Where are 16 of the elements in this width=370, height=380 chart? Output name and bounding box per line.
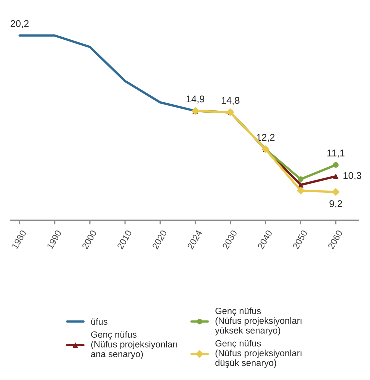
point <box>332 188 340 196</box>
data-label: 20,2 <box>10 20 29 28</box>
point <box>298 176 304 182</box>
data-label: 10,3 <box>344 172 362 180</box>
data-label: 11,1 <box>328 150 345 158</box>
legend-label: Genç nüfus (Nüfus projeksiyonları yüksek senaryo) <box>215 308 302 336</box>
data-label: 14,8 <box>222 97 240 106</box>
data-label: 14,9 <box>186 96 205 104</box>
legend-label: üfus <box>92 318 108 326</box>
data-label: 9,2 <box>330 200 342 208</box>
legend-label: Genç nüfus (Nüfus projeksiyonları ana senaryo) <box>91 331 178 360</box>
point <box>297 186 305 195</box>
data-label: 12,2 <box>257 134 275 142</box>
point <box>333 174 339 180</box>
point <box>333 162 339 168</box>
legend-label: Genç nüfus (Nüfus projeksiyonları düşük senaryo) <box>216 340 302 368</box>
